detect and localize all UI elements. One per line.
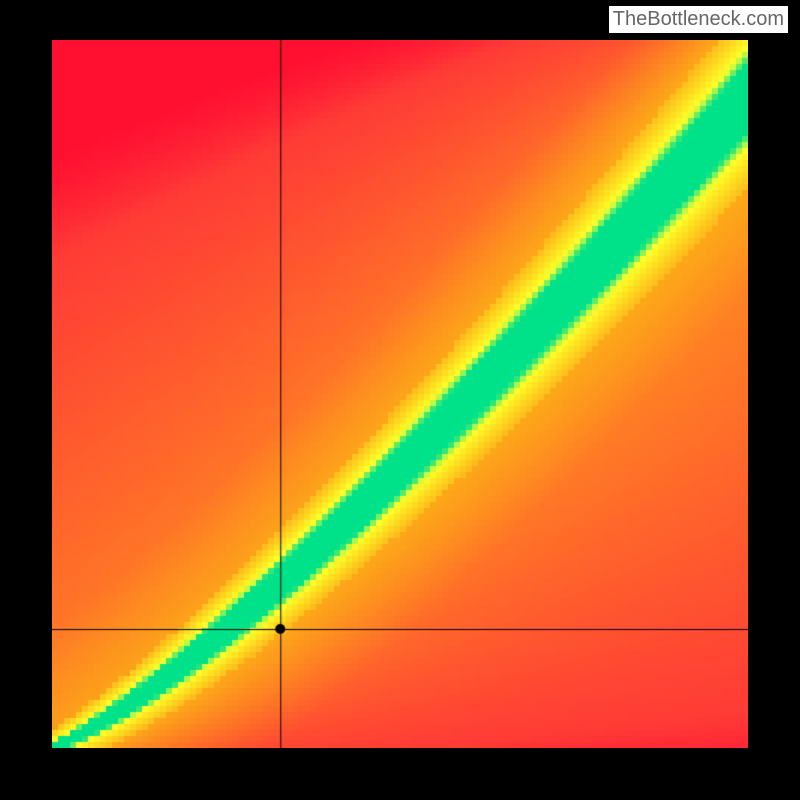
heatmap-plot	[52, 40, 748, 748]
chart-container: TheBottleneck.com	[0, 0, 800, 800]
attribution-text: TheBottleneck.com	[609, 6, 788, 33]
heatmap-canvas	[52, 40, 748, 748]
